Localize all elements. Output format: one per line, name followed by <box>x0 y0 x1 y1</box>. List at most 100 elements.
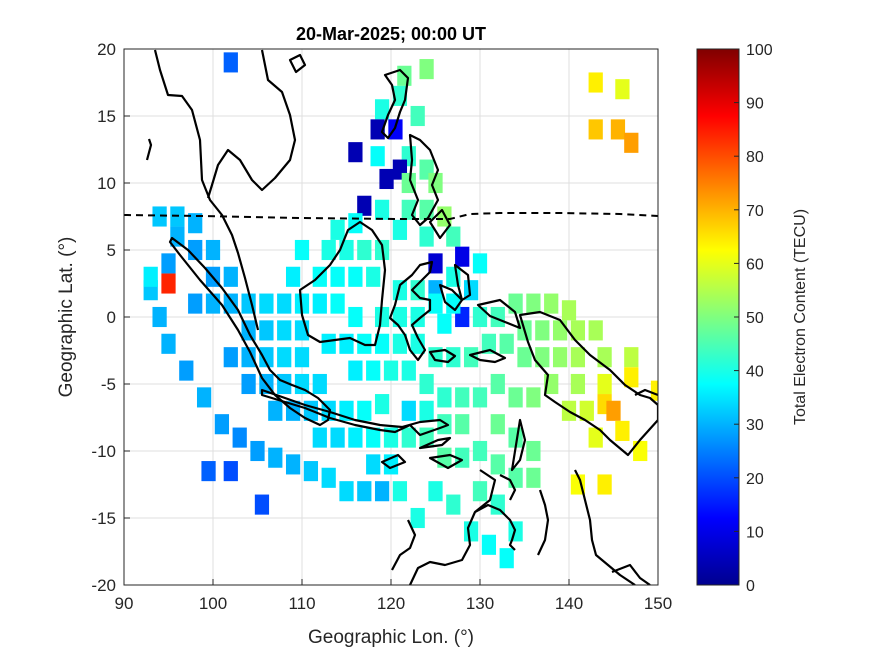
tec-cell <box>170 226 185 247</box>
tec-cell <box>241 347 256 368</box>
tec-cell <box>552 320 568 341</box>
x-axis: 90 100 110 120 130 140 150 <box>115 579 672 613</box>
tec-cell <box>490 373 505 395</box>
tec-cell <box>374 394 390 415</box>
tec-cell <box>401 360 416 381</box>
tec-cell <box>490 494 505 515</box>
tec-cell <box>392 219 408 240</box>
colorbar-label: Total Electron Content (TECU) <box>792 209 809 425</box>
tec-cell <box>437 387 452 408</box>
tec-cell <box>285 454 301 475</box>
tec-cell <box>624 132 639 153</box>
tec-cell <box>223 266 238 287</box>
tec-cell <box>472 306 488 328</box>
x-tick-label: 110 <box>288 594 315 613</box>
y-tick-label: 20 <box>97 40 116 59</box>
tec-cell <box>552 347 568 368</box>
tec-cell <box>259 347 274 368</box>
tec-cell <box>357 239 372 261</box>
tec-cell <box>348 306 363 328</box>
tec-cell <box>366 427 381 448</box>
tec-cell <box>437 414 452 435</box>
tec-cell <box>357 400 372 421</box>
tec-cell <box>419 226 434 247</box>
y-tick-label: 10 <box>97 174 116 193</box>
tec-cell <box>597 347 612 368</box>
y-tick-label: 5 <box>107 241 116 260</box>
tec-cell <box>312 373 327 395</box>
tec-cell <box>437 447 452 468</box>
tec-cell <box>472 481 488 502</box>
tec-cell <box>588 427 603 448</box>
tec-cell <box>410 280 425 301</box>
tec-cell <box>268 400 283 421</box>
tec-cell <box>535 320 550 341</box>
tec-cell <box>370 119 385 140</box>
tec-cell <box>268 447 283 468</box>
colorbar-tick-label: 90 <box>746 96 764 113</box>
tec-cell <box>419 59 434 80</box>
tec-cell <box>312 293 327 314</box>
tec-cell <box>392 333 408 354</box>
x-tick-label: 150 <box>644 594 672 613</box>
tec-cell <box>205 239 221 261</box>
tec-cell <box>330 266 345 287</box>
tec-cell <box>410 507 425 529</box>
tec-cell <box>463 347 479 368</box>
tec-cell <box>463 521 479 542</box>
y-tick-label: 15 <box>97 107 116 126</box>
tec-cell <box>179 360 194 381</box>
y-tick-label: 0 <box>107 308 116 327</box>
tec-cell <box>481 534 497 555</box>
tec-cell <box>446 494 461 515</box>
tec-cell <box>357 481 372 502</box>
tec-cell <box>223 293 238 314</box>
tec-cell <box>366 360 381 381</box>
tec-cell <box>374 333 390 354</box>
tec-cell <box>455 414 470 435</box>
x-tick-label: 90 <box>115 594 134 613</box>
tec-cell <box>597 373 612 395</box>
tec-cell <box>312 427 327 448</box>
x-tick-label: 100 <box>199 594 227 613</box>
tec-cell <box>143 266 158 287</box>
tec-cell <box>455 387 470 408</box>
tec-cell <box>472 387 488 408</box>
tec-cell <box>348 266 363 287</box>
tec-cell <box>419 400 434 421</box>
tec-cell <box>615 79 630 100</box>
tec-cell <box>544 293 559 314</box>
tec-cell <box>277 320 292 341</box>
tec-cell <box>223 52 238 73</box>
tec-cell <box>241 373 256 395</box>
tec-cell <box>357 195 372 216</box>
tec-cell <box>455 246 470 267</box>
tec-cell <box>597 474 612 495</box>
tec-cell <box>152 206 167 227</box>
tec-cell <box>419 373 434 395</box>
tec-cell <box>490 306 505 328</box>
tec-cell <box>526 467 541 488</box>
tec-cell <box>499 548 514 569</box>
tec-cell <box>374 199 390 220</box>
tec-cell <box>588 72 603 93</box>
y-axis-label: Geographic Lat. (°) <box>56 237 77 398</box>
tec-cell <box>339 481 354 502</box>
tec-cell <box>610 119 626 140</box>
colorbar-tick-label: 10 <box>746 524 764 541</box>
tec-cell <box>588 119 603 140</box>
tec-cell <box>535 347 550 368</box>
tec-cell <box>561 300 577 321</box>
tec-cell <box>499 333 514 354</box>
y-tick-label: -5 <box>101 375 116 394</box>
chart-title: 20-Mar-2025; 00:00 UT <box>296 24 486 44</box>
tec-cell <box>223 347 238 368</box>
tec-cell <box>490 414 505 435</box>
tec-cell <box>428 293 443 314</box>
y-tick-label: -15 <box>91 509 116 528</box>
colorbar-tick-label: 20 <box>746 471 764 488</box>
colorbar-tick-label: 30 <box>746 417 764 434</box>
x-tick-label: 130 <box>466 594 494 613</box>
tec-cell <box>633 440 648 462</box>
